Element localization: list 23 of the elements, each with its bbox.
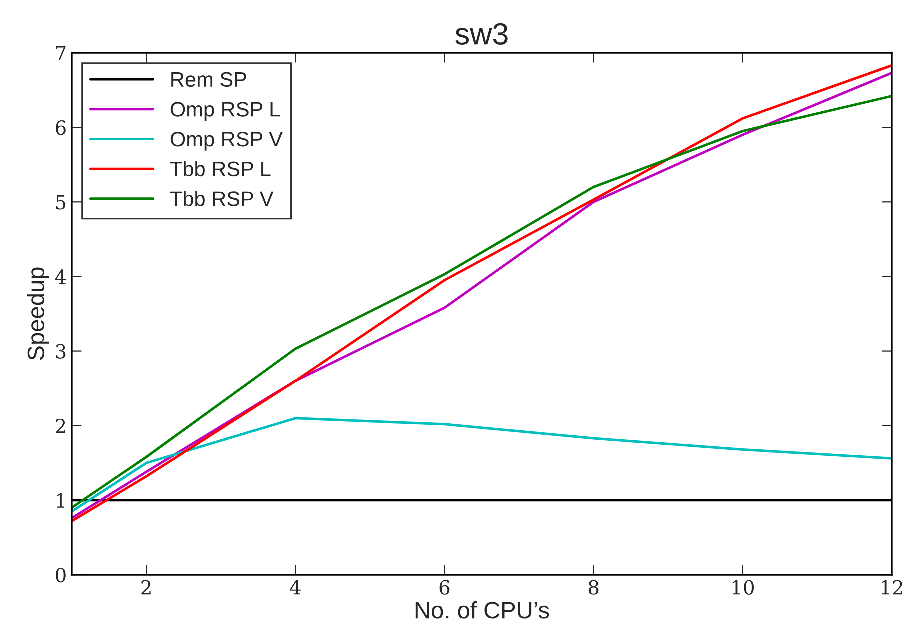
x-tick-label: 4 <box>290 580 301 595</box>
x-tick-label: 2 <box>142 580 151 595</box>
legend-label: Tbb RSP L <box>170 161 271 177</box>
x-tick-label: 10 <box>732 580 754 595</box>
y-tick-label: 5 <box>56 195 66 210</box>
legend-label: Tbb RSP V <box>170 191 274 206</box>
chart-title: sw3 <box>456 23 508 45</box>
legend-label: Omp RSP L <box>170 102 280 122</box>
y-tick-label: 1 <box>57 493 64 508</box>
x-axis-title: No. of CPU’s <box>416 601 550 619</box>
y-tick-label: 2 <box>56 418 66 434</box>
x-tick-label: 8 <box>588 580 599 595</box>
legend-label: Rem SP <box>172 72 246 88</box>
y-tick-label: 0 <box>56 568 66 583</box>
y-tick-label: 7 <box>56 46 66 60</box>
x-tick-label: 6 <box>440 580 450 595</box>
line-series <box>72 417 892 513</box>
y-tick-label: 3 <box>56 344 66 359</box>
x-tick-label: 12 <box>882 580 902 595</box>
y-tick-label: 4 <box>55 270 66 284</box>
legend-label: Omp RSP V <box>170 132 283 151</box>
y-tick-label: 6 <box>56 120 66 136</box>
y-axis-title: Speedup <box>27 268 50 360</box>
